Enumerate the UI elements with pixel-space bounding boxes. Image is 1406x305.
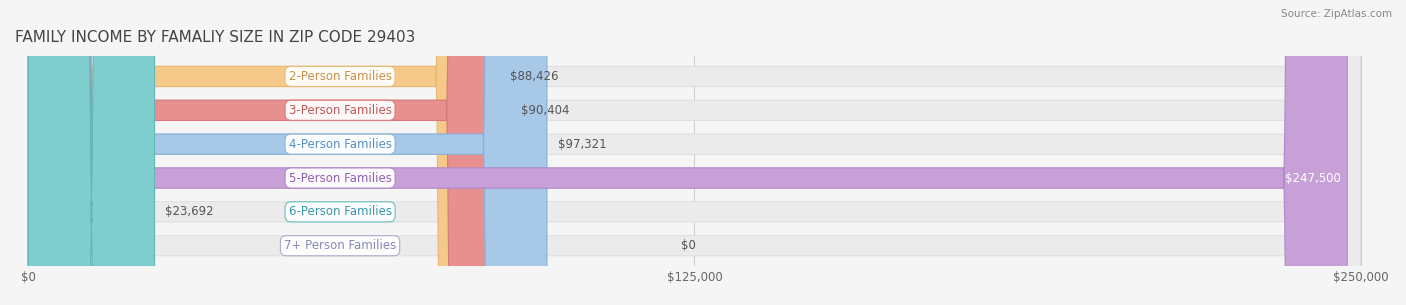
Text: $23,692: $23,692	[166, 205, 214, 218]
FancyBboxPatch shape	[28, 0, 155, 305]
Text: $0: $0	[681, 239, 696, 252]
Text: Source: ZipAtlas.com: Source: ZipAtlas.com	[1281, 9, 1392, 19]
Text: $247,500: $247,500	[1285, 171, 1340, 185]
FancyBboxPatch shape	[28, 0, 499, 305]
FancyBboxPatch shape	[28, 0, 1361, 305]
FancyBboxPatch shape	[28, 0, 1361, 305]
Text: 7+ Person Families: 7+ Person Families	[284, 239, 396, 252]
Text: $90,404: $90,404	[520, 104, 569, 117]
Text: $97,321: $97,321	[558, 138, 606, 151]
Text: 4-Person Families: 4-Person Families	[288, 138, 391, 151]
Text: 5-Person Families: 5-Person Families	[288, 171, 391, 185]
FancyBboxPatch shape	[28, 0, 1361, 305]
Text: 6-Person Families: 6-Person Families	[288, 205, 391, 218]
FancyBboxPatch shape	[28, 0, 1361, 305]
FancyBboxPatch shape	[28, 0, 547, 305]
Text: 2-Person Families: 2-Person Families	[288, 70, 391, 83]
Text: $88,426: $88,426	[510, 70, 558, 83]
FancyBboxPatch shape	[28, 0, 510, 305]
FancyBboxPatch shape	[28, 0, 1347, 305]
FancyBboxPatch shape	[28, 0, 1361, 305]
Text: FAMILY INCOME BY FAMALIY SIZE IN ZIP CODE 29403: FAMILY INCOME BY FAMALIY SIZE IN ZIP COD…	[15, 30, 415, 45]
Text: 3-Person Families: 3-Person Families	[288, 104, 391, 117]
FancyBboxPatch shape	[28, 0, 1361, 305]
